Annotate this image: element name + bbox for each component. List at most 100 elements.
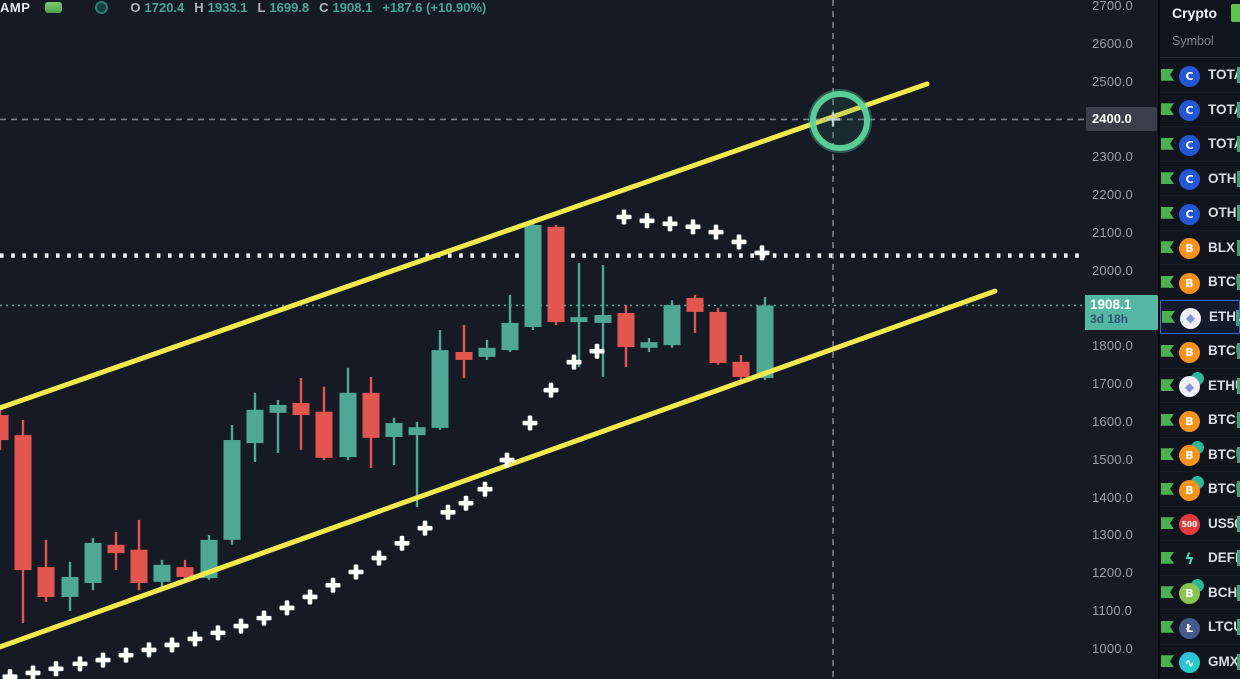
change-cell-clipped	[1237, 515, 1240, 532]
price-axis-tick: 2300.0	[1092, 149, 1133, 165]
watchlist-row-btcu[interactable]: BBTCU	[1160, 334, 1240, 369]
watchlist-row-tota[interactable]: C TOTA	[1160, 93, 1240, 127]
change-cell-clipped	[1237, 481, 1240, 497]
change-cell-clipped	[1237, 446, 1240, 463]
change-value: +187.6 (+10.90%)	[382, 0, 487, 15]
visibility-icon[interactable]	[95, 0, 109, 14]
watchlist-row-oth[interactable]: C OTH	[1160, 162, 1240, 196]
watchlist-row-oth[interactable]: C OTH	[1160, 196, 1240, 231]
candlestick-chart[interactable]	[0, 0, 1085, 679]
watchlist-row-defi[interactable]: ϟ DEFI	[1160, 541, 1240, 576]
flagged-icon[interactable]	[1161, 172, 1174, 185]
bar-countdown: 3d 18h	[1090, 312, 1129, 327]
flagged-icon[interactable]	[1161, 655, 1174, 668]
flag-icon[interactable]	[45, 1, 63, 13]
ethereum-usdt-icon: ◆	[1179, 372, 1204, 398]
flagged-icon[interactable]	[1161, 206, 1174, 219]
flagged-icon[interactable]	[1161, 379, 1174, 392]
change-cell-clipped	[1237, 170, 1240, 187]
watchlist-rows: CTOTACTOTACTOTACOTHCOTHBBLXBBTCU◆ETHUBBT…	[1160, 58, 1240, 679]
bitcoin-cash-usdt-icon: B	[1179, 579, 1204, 605]
bitcoin-usdt-icon: B	[1179, 441, 1204, 467]
highlight-circle	[808, 88, 872, 153]
price-axis-tick: 1000.0	[1092, 640, 1133, 656]
flagged-icon[interactable]	[1161, 620, 1174, 633]
watchlist-row-btcu[interactable]: BBTCU	[1160, 438, 1240, 472]
symbol-label: BLX	[1208, 239, 1235, 255]
watchlist-panel: Crypto Symbol C TOTA C TOTA C TOTA C OTH C OTH B BL…	[1158, 0, 1240, 679]
watchlist-row-tota[interactable]: C TOTA	[1160, 127, 1240, 162]
price-axis-tick: 2700.0	[1092, 0, 1133, 14]
low-value: 1699.8	[269, 0, 310, 15]
flagged-icon[interactable]	[1161, 103, 1174, 116]
price-axis-tick: 2200.0	[1092, 187, 1133, 203]
watchlist-row-ethu[interactable]: ◆ETHU	[1160, 299, 1240, 334]
price-axis-tick: 1700.0	[1092, 376, 1133, 392]
current-price-value: 1908.1	[1090, 297, 1132, 313]
price-axis[interactable]: ⊕ 2400.0 1908.1 3d 18h 2700.0 2600.0 2500.…	[1085, 0, 1158, 679]
change-cell-clipped	[1237, 653, 1240, 670]
crosshair-pointer	[826, 112, 840, 127]
watchlist-row-btcu[interactable]: B BTCU	[1160, 265, 1240, 300]
change-cell-clipped	[1236, 309, 1239, 326]
flagged-icon[interactable]	[1161, 137, 1174, 150]
watchlist-row-bchu[interactable]: BBCHU	[1160, 576, 1240, 610]
watchlist-row-btc1[interactable]: B BTC1	[1160, 403, 1240, 438]
watchlist-row-ltcu[interactable]: Ł LTCU	[1160, 610, 1240, 645]
flagged-icon[interactable]	[1161, 448, 1174, 461]
flagged-icon[interactable]	[1161, 482, 1174, 495]
bitcoin-usdt-icon: B	[1179, 475, 1204, 501]
watchlist-row-blx[interactable]: B BLX	[1160, 231, 1240, 265]
gmx-icon: ∿	[1179, 649, 1203, 674]
watchlist-action-button[interactable]	[1231, 4, 1240, 22]
watchlist-title: Crypto	[1172, 5, 1218, 21]
high-label: H	[194, 0, 204, 15]
close-value: 1908.1	[332, 0, 373, 15]
cryptocap-icon: C	[1179, 201, 1203, 225]
candles-layer	[0, 223, 774, 624]
symbol-label: TOTA	[1208, 101, 1240, 117]
watchlist-row-tota[interactable]: C TOTA	[1160, 58, 1240, 93]
bitcoin-icon: B	[1179, 270, 1203, 294]
cryptocap-icon: C	[1179, 63, 1203, 87]
flagged-icon[interactable]	[1161, 344, 1174, 357]
symbol-label: ETHU	[1209, 309, 1240, 325]
flagged-icon[interactable]	[1161, 551, 1174, 564]
symbol-label: BTC1	[1208, 412, 1240, 428]
flagged-icon[interactable]	[1161, 586, 1174, 599]
flagged-icon[interactable]	[1161, 517, 1174, 530]
watchlist-header: Crypto	[1160, 0, 1240, 26]
change-cell-clipped	[1237, 377, 1240, 394]
change-cell-clipped	[1237, 67, 1240, 83]
watchlist-row-us50[interactable]: 500 US50	[1160, 507, 1240, 541]
price-axis-tick: 1800.0	[1092, 338, 1133, 354]
price-axis-tick: 1300.0	[1092, 527, 1133, 543]
watchlist-row-gmx[interactable]: ∿ GMX	[1160, 645, 1240, 679]
flagged-icon[interactable]	[1161, 241, 1174, 254]
symbol-label: US50	[1208, 515, 1240, 531]
change-cell-clipped	[1237, 136, 1240, 152]
high-value: 1933.1	[207, 0, 248, 15]
flagged-icon[interactable]	[1161, 275, 1174, 288]
watchlist-row-ethu[interactable]: ◆ETHU	[1160, 369, 1240, 403]
flagged-icon[interactable]	[1162, 310, 1175, 323]
symbol-label: LTCU	[1208, 619, 1240, 635]
symbol-label: OTH	[1208, 205, 1237, 221]
bitcoin-icon: B	[1179, 408, 1203, 432]
close-label: C	[319, 0, 329, 15]
trend-channel	[0, 81, 998, 650]
open-value: 1720.4	[144, 0, 185, 15]
crosshair-price-label: ⊕ 2400.0	[1086, 107, 1157, 132]
watchlist-row-btcu[interactable]: BBTCU	[1160, 472, 1240, 507]
change-cell-clipped	[1237, 274, 1240, 290]
cryptocap-icon: C	[1179, 97, 1203, 122]
flagged-icon[interactable]	[1161, 68, 1174, 81]
cryptocap-icon: C	[1179, 166, 1203, 191]
symbol-label: GMX	[1208, 653, 1239, 669]
ohlc-values: O 1720.4 H 1933.1 L 1699.8 C 1908.1 +187…	[130, 0, 486, 15]
chart-canvas[interactable]: AMP O 1720.4 H 1933.1 L 1699.8 C 1908.1 …	[0, 0, 1085, 679]
change-cell-clipped	[1237, 584, 1240, 601]
flagged-icon[interactable]	[1161, 413, 1174, 426]
symbol-label: BTCU	[1208, 274, 1240, 290]
